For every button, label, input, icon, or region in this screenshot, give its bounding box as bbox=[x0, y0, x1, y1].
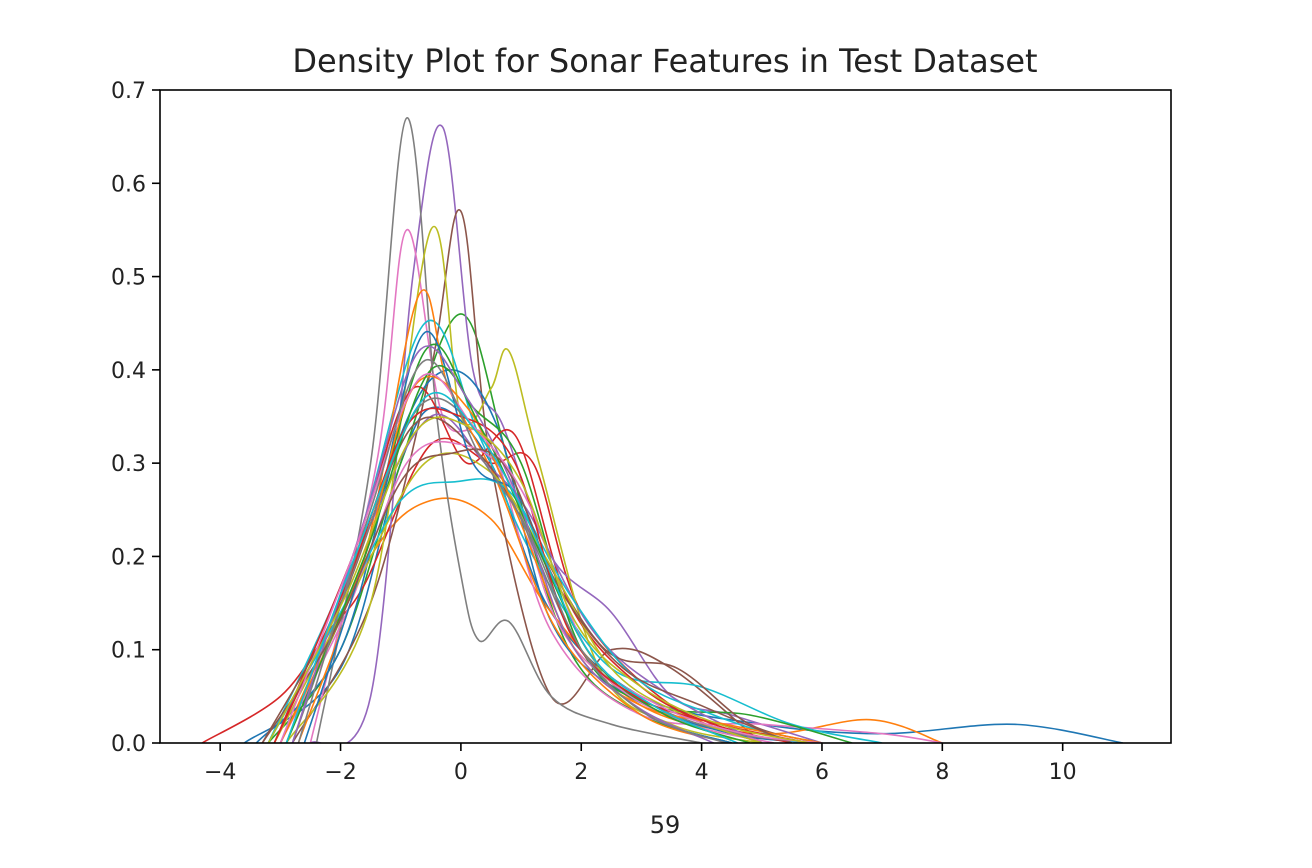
x-axis-label: 59 bbox=[650, 811, 681, 839]
density-curves bbox=[201, 117, 1124, 743]
density-curve bbox=[297, 289, 732, 743]
y-tick-label: 0.3 bbox=[111, 452, 146, 477]
x-tick-label: 4 bbox=[695, 760, 709, 785]
chart-title: Density Plot for Sonar Features in Test … bbox=[292, 42, 1037, 80]
density-curve bbox=[291, 345, 714, 743]
x-tick-label: 6 bbox=[815, 760, 829, 785]
x-axis-ticks: −4 −2 0 2 4 6 8 10 bbox=[204, 743, 1077, 785]
density-curve bbox=[297, 359, 726, 743]
plot-frame bbox=[159, 89, 1172, 744]
x-tick-label: 8 bbox=[935, 760, 949, 785]
y-tick-label: 0.0 bbox=[111, 732, 146, 757]
y-tick-label: 0.4 bbox=[111, 359, 146, 384]
y-tick-label: 0.6 bbox=[111, 172, 146, 197]
density-curve bbox=[267, 416, 811, 743]
x-tick-label: 0 bbox=[454, 760, 468, 785]
density-curve bbox=[315, 117, 702, 743]
density-curve bbox=[291, 209, 763, 743]
x-tick-label: 10 bbox=[1049, 760, 1077, 785]
y-axis-ticks: 0.0 0.1 0.2 0.3 0.4 0.5 0.6 0.7 bbox=[111, 79, 160, 757]
density-curve bbox=[279, 372, 823, 743]
y-tick-label: 0.7 bbox=[111, 79, 146, 104]
y-tick-label: 0.1 bbox=[111, 639, 146, 664]
density-curve bbox=[285, 391, 739, 743]
density-curve bbox=[201, 437, 763, 743]
density-curve bbox=[261, 448, 793, 743]
density-curve bbox=[243, 406, 1124, 743]
x-tick-label: −2 bbox=[324, 760, 356, 785]
y-tick-label: 0.5 bbox=[111, 266, 146, 291]
x-tick-label: −4 bbox=[204, 760, 236, 785]
density-curve bbox=[279, 343, 853, 743]
x-tick-label: 2 bbox=[574, 760, 588, 785]
y-tick-label: 0.2 bbox=[111, 545, 146, 570]
density-curve bbox=[309, 229, 943, 743]
